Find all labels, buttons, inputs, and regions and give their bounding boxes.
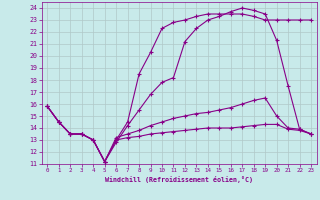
- X-axis label: Windchill (Refroidissement éolien,°C): Windchill (Refroidissement éolien,°C): [105, 176, 253, 183]
